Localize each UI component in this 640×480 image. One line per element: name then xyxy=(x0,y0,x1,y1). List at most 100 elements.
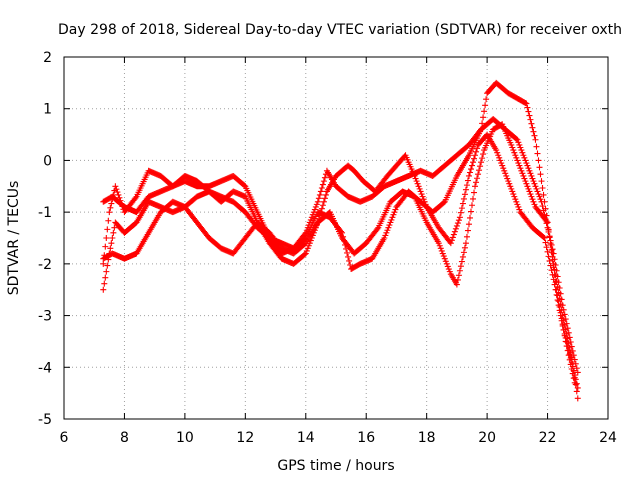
data-point xyxy=(113,186,120,193)
data-point xyxy=(457,263,464,270)
data-point xyxy=(525,165,532,172)
data-point xyxy=(316,191,323,198)
data-point xyxy=(570,375,577,382)
data-point xyxy=(318,205,325,212)
data-point xyxy=(524,183,531,190)
data-point xyxy=(500,165,507,172)
data-point xyxy=(479,155,486,162)
data-point xyxy=(100,286,107,293)
y-tick-label: 0 xyxy=(43,153,52,169)
data-point xyxy=(483,96,490,103)
data-point xyxy=(507,183,514,190)
data-point xyxy=(453,222,460,229)
data-point xyxy=(420,196,427,203)
data-point xyxy=(511,193,518,200)
data-point xyxy=(339,229,346,236)
data-point xyxy=(106,209,113,216)
data-point xyxy=(571,374,578,381)
data-point xyxy=(556,295,563,302)
data-point xyxy=(303,247,310,254)
data-point xyxy=(458,205,465,212)
data-point xyxy=(111,224,118,231)
data-point xyxy=(461,244,468,251)
data-point xyxy=(467,208,474,215)
data-point xyxy=(514,136,521,143)
data-point xyxy=(314,198,321,205)
data-point xyxy=(513,154,520,161)
data-point xyxy=(537,171,544,178)
data-point xyxy=(308,214,315,221)
data-point xyxy=(302,250,309,257)
data-point xyxy=(572,381,579,388)
data-point xyxy=(519,170,526,177)
data-point xyxy=(320,178,327,185)
data-point xyxy=(566,344,573,351)
data-point xyxy=(450,231,457,238)
y-tick-label: -1 xyxy=(38,205,52,221)
data-point xyxy=(527,191,534,198)
x-tick-label: 12 xyxy=(236,430,254,446)
y-axis-label: SDTVAR / TECUs xyxy=(6,181,22,296)
data-point xyxy=(526,112,533,119)
data-point xyxy=(557,301,564,308)
data-point xyxy=(514,201,521,208)
data-point xyxy=(346,257,353,264)
data-point xyxy=(439,250,446,257)
data-point xyxy=(461,191,468,198)
data-point xyxy=(438,247,445,254)
data-point xyxy=(569,360,576,367)
data-point xyxy=(523,160,530,167)
data-point xyxy=(504,175,511,182)
data-point xyxy=(544,248,551,255)
data-point xyxy=(103,235,110,241)
data-point xyxy=(476,167,483,174)
y-tick-labels: -5 -4 -3 -2 -1 0 1 2 xyxy=(38,50,52,428)
data-point xyxy=(535,157,542,164)
data-point xyxy=(241,182,248,189)
data-point xyxy=(540,191,547,198)
data-point xyxy=(105,217,112,224)
data-point xyxy=(322,191,329,198)
data-point xyxy=(532,136,539,143)
data-point xyxy=(555,289,562,296)
data-point xyxy=(527,170,534,177)
data-point xyxy=(552,272,559,279)
data-point xyxy=(317,188,324,195)
data-point xyxy=(411,172,418,179)
data-point xyxy=(478,126,485,133)
data-point xyxy=(508,185,515,192)
data-point xyxy=(552,279,559,286)
data-point xyxy=(538,178,545,185)
data-point xyxy=(460,195,467,202)
data-point xyxy=(515,139,522,146)
data-point xyxy=(462,186,469,193)
data-point xyxy=(542,205,549,212)
data-point xyxy=(109,235,116,241)
data-point xyxy=(307,216,314,223)
data-point xyxy=(479,120,486,127)
data-point xyxy=(101,280,108,287)
data-point xyxy=(381,235,388,241)
data-point xyxy=(537,196,544,203)
data-point xyxy=(562,326,569,333)
data-point xyxy=(543,218,550,225)
data-point xyxy=(558,306,565,313)
data-point xyxy=(472,183,479,190)
data-point xyxy=(465,221,472,228)
data-point xyxy=(463,182,470,189)
data-point xyxy=(522,178,529,185)
data-point xyxy=(418,191,425,198)
data-point xyxy=(560,317,567,324)
data-point xyxy=(551,271,558,278)
data-point xyxy=(501,167,508,174)
data-point xyxy=(305,242,312,249)
data-point xyxy=(543,244,550,251)
data-point xyxy=(473,148,480,155)
data-point xyxy=(443,260,450,267)
data-point xyxy=(440,253,447,260)
data-point xyxy=(521,175,528,182)
data-point xyxy=(436,242,443,249)
data-point xyxy=(573,365,580,372)
data-point xyxy=(347,262,354,269)
data-point xyxy=(570,367,577,374)
